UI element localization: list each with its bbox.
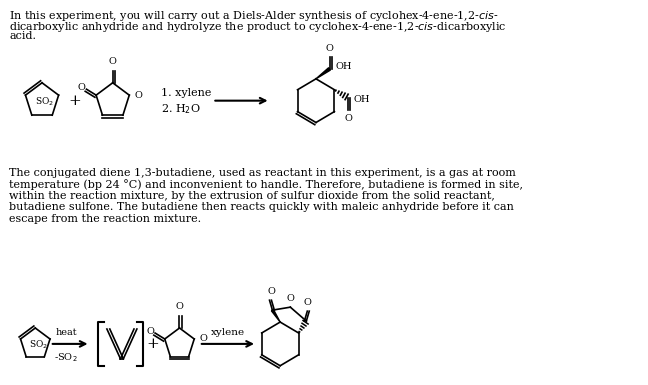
Text: +: + (146, 337, 159, 351)
Text: O: O (303, 298, 311, 307)
Text: O: O (325, 44, 334, 53)
Text: within the reaction mixture, by the extrusion of sulfur dioxide from the solid r: within the reaction mixture, by the extr… (9, 191, 495, 201)
Text: O: O (268, 287, 275, 296)
Text: SO$_2$: SO$_2$ (36, 95, 54, 108)
Text: The conjugated diene 1,3-butadiene, used as reactant in this experiment, is a ga: The conjugated diene 1,3-butadiene, used… (9, 168, 516, 178)
Text: OH: OH (335, 62, 352, 71)
Text: O: O (344, 114, 352, 122)
Text: temperature (bp 24 °C) and inconvenient to handle. Therefore, butadiene is forme: temperature (bp 24 °C) and inconvenient … (9, 179, 523, 191)
Text: O: O (109, 57, 117, 66)
Text: escape from the reaction mixture.: escape from the reaction mixture. (9, 214, 202, 224)
Text: SO$_2$: SO$_2$ (29, 339, 48, 351)
Text: +: + (69, 94, 82, 108)
Text: acid.: acid. (9, 31, 36, 41)
Text: In this experiment, you will carry out a Diels-Alder synthesis of cyclohex-4-ene: In this experiment, you will carry out a… (9, 9, 499, 23)
Text: OH: OH (354, 95, 370, 104)
Text: heat: heat (56, 328, 77, 337)
Polygon shape (272, 310, 280, 322)
Text: dicarboxylic anhydride and hydrolyze the product to cyclohex-4-ene-1,2-$\it{cis}: dicarboxylic anhydride and hydrolyze the… (9, 20, 507, 34)
Text: O: O (199, 335, 207, 343)
Text: O: O (134, 90, 142, 100)
Text: O: O (286, 294, 294, 303)
Text: O: O (78, 83, 86, 92)
Text: 2. H$_2$O: 2. H$_2$O (161, 102, 201, 115)
Text: O: O (146, 326, 154, 336)
Text: O: O (176, 302, 183, 311)
Text: 1. xylene: 1. xylene (161, 88, 211, 98)
Text: butadiene sulfone. The butadiene then reacts quickly with maleic anhydride befor: butadiene sulfone. The butadiene then re… (9, 203, 514, 213)
Polygon shape (316, 68, 330, 79)
Text: -SO$_2$: -SO$_2$ (54, 351, 78, 364)
Text: xylene: xylene (211, 328, 245, 337)
